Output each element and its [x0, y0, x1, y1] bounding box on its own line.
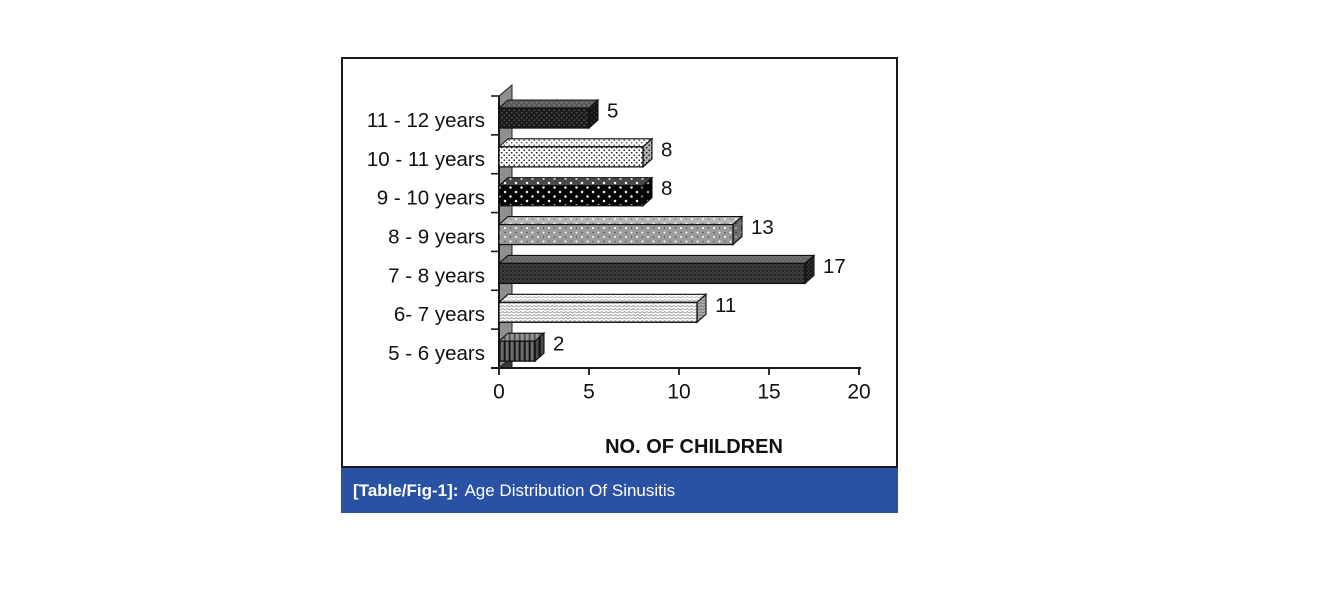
bar-7-8-years [497, 254, 816, 285]
bar-top-face [499, 177, 652, 186]
x-tick-label: 5 [583, 381, 595, 404]
bar-top-face-shade [497, 254, 816, 264]
category-label: 5 - 6 years [388, 342, 485, 365]
bar-front-face [498, 223, 734, 246]
category-label: 8 - 9 years [388, 226, 485, 249]
category-label: 6- 7 years [394, 303, 485, 326]
x-tick-label: 10 [667, 381, 690, 404]
bar-top-face [499, 216, 742, 225]
bar-front-face [498, 185, 644, 207]
bar-end-face [697, 294, 706, 323]
category-label: 9 - 10 years [377, 187, 485, 210]
value-label: 5 [607, 100, 618, 123]
value-label: 17 [823, 255, 846, 278]
x-axis-title: NO. OF CHILDREN [605, 436, 783, 458]
bar-top-face [499, 333, 544, 342]
bar-front-face [498, 340, 536, 362]
bar-top-face-shade [497, 177, 654, 187]
bar-11-12-years [497, 98, 600, 130]
bar-9-10-years [497, 176, 654, 207]
bar-front-face [498, 262, 806, 285]
figure-table-fig-1: 11 - 12 years 5 10 - 11 years 8 9 - 10 years… [341, 57, 898, 513]
bar-top-face-shade [497, 216, 744, 226]
bar-end-face [589, 100, 598, 128]
bar-6-7-years [497, 293, 708, 324]
bar-front-face [498, 107, 590, 129]
bar-top-face-shade [497, 99, 600, 109]
bar-top-face [499, 294, 706, 303]
figure-caption: [Table/Fig-1]: Age Distribution Of Sinus… [341, 468, 898, 513]
bar-front-face [498, 301, 698, 323]
bar-top-face [499, 138, 652, 147]
bar-8-9-years [497, 215, 744, 246]
x-tick-label: 0 [493, 381, 505, 404]
bar-10-11-years [497, 137, 654, 169]
value-label: 8 [661, 138, 672, 161]
x-tick-label: 15 [757, 381, 780, 404]
x-tick-label: 20 [847, 381, 870, 404]
category-label: 10 - 11 years [367, 148, 485, 171]
category-label: 11 - 12 years [367, 109, 485, 132]
value-label: 8 [661, 177, 672, 200]
value-label: 13 [751, 216, 774, 239]
bar-end-face [733, 216, 742, 245]
bar-top-face [499, 255, 814, 264]
bar-end-face [643, 138, 652, 167]
bar-top-face-shade [497, 293, 708, 303]
bar-5-6-years [497, 331, 546, 363]
chart-box: 11 - 12 years 5 10 - 11 years 8 9 - 10 years… [341, 57, 898, 468]
caption-text: Age Distribution Of Sinusitis [464, 481, 676, 500]
caption-label: [Table/Fig-1]: [353, 481, 459, 500]
value-label: 2 [553, 333, 564, 356]
value-label: 11 [715, 294, 736, 317]
bar-top-face [499, 100, 598, 108]
bar-front-face [498, 146, 644, 168]
category-label: 7 - 8 years [388, 264, 485, 287]
bar-chart: 11 - 12 years 5 10 - 11 years 8 9 - 10 years… [367, 83, 871, 458]
bar-end-face [805, 255, 814, 284]
bar-end-face [535, 333, 544, 362]
bar-end-face [643, 177, 652, 206]
bar-top-face-shade [497, 138, 654, 148]
